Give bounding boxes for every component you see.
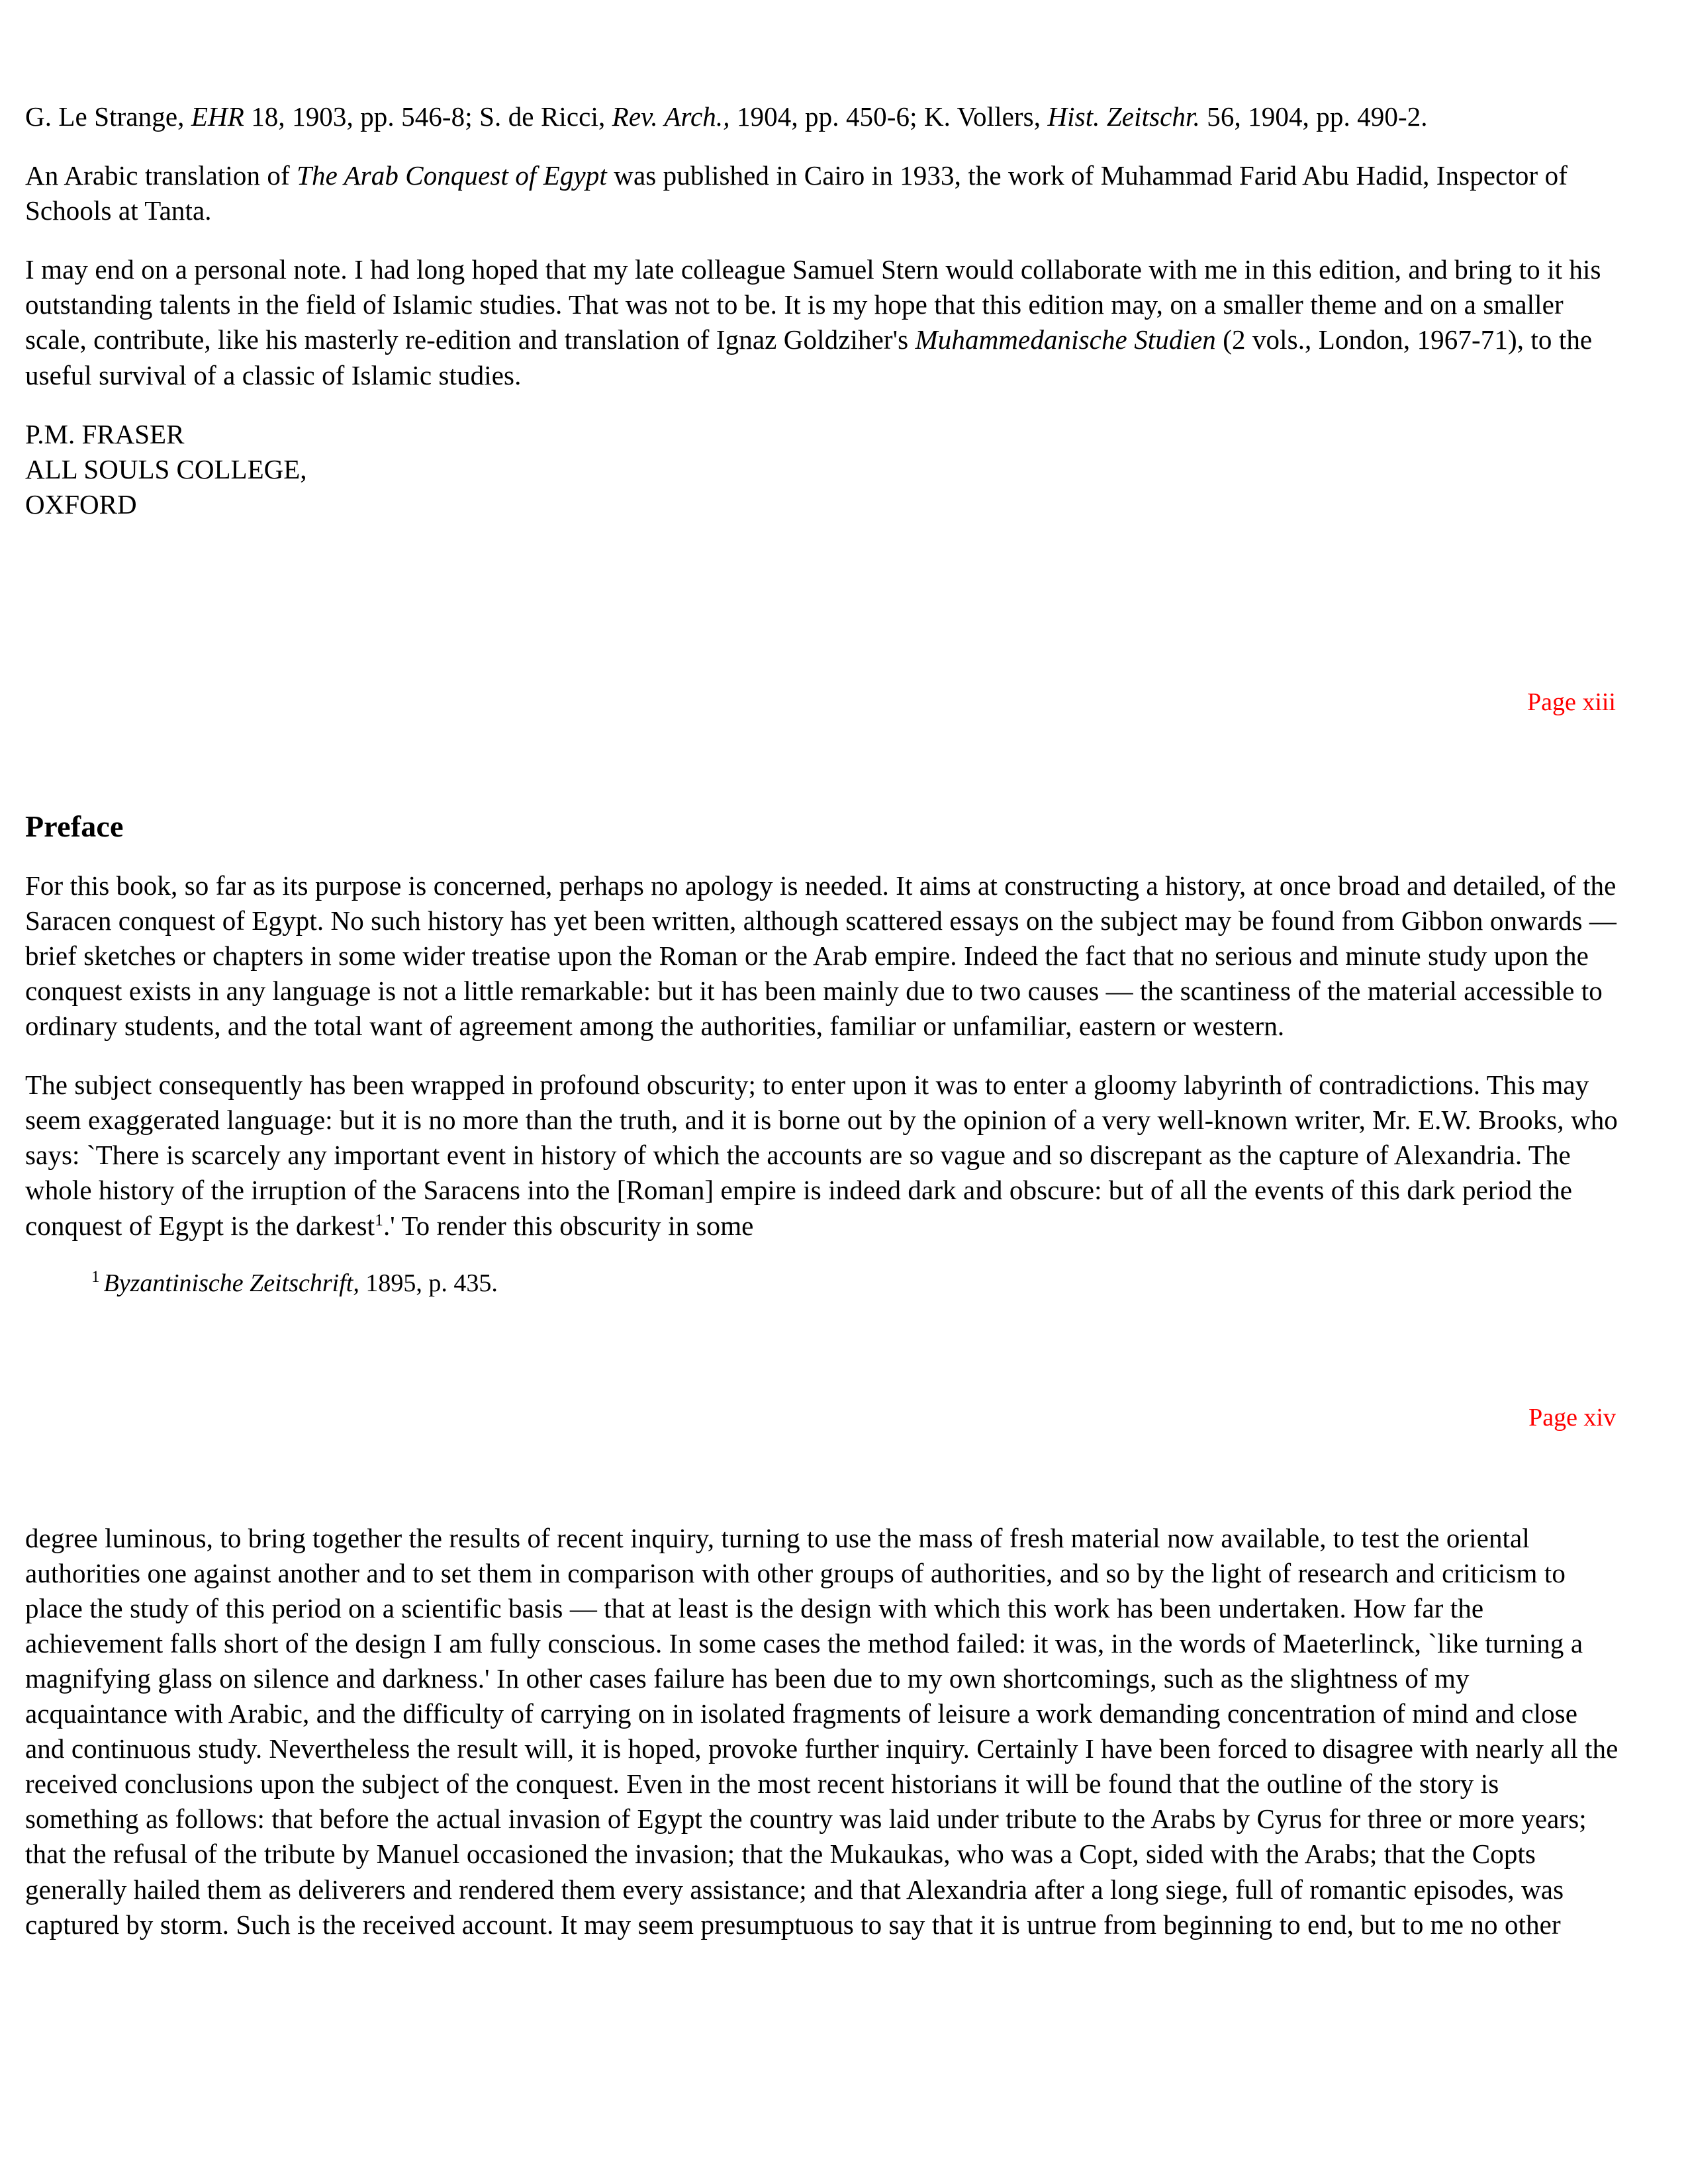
arabic-translation-suffix: was published in Cairo in 1933, the work… xyxy=(25,160,1568,226)
vertical-spacer xyxy=(25,1433,1618,1521)
citation-journal-hist-zeitschr: Hist. Zeitschr. xyxy=(1047,101,1200,132)
page-marker-xiii: Page xiii xyxy=(1526,688,1616,716)
page-title-preface: Preface xyxy=(25,809,124,843)
preface-paragraph-3: degree luminous, to bring together the r… xyxy=(25,1522,1618,1940)
vertical-spacer xyxy=(25,718,1618,808)
footnote-journal-title: Byzantinische Zeitschrift, xyxy=(103,1269,359,1297)
footnote-marker-1: 1 xyxy=(91,1268,100,1286)
signature-name: P.M. FRASER xyxy=(25,418,185,449)
signature-college: ALL SOULS COLLEGE, xyxy=(25,453,307,484)
vertical-spacer xyxy=(25,522,1618,688)
citation-journal-ehr: EHR xyxy=(191,101,244,132)
signature-city: OXFORD xyxy=(25,488,137,520)
footnote-reference-1: 1 xyxy=(375,1210,383,1229)
citation-mid-2: 1904, pp. 450-6; K. Vollers, xyxy=(729,101,1048,132)
preface-paragraph-2-after-note: .' To render this obscurity in some xyxy=(383,1210,754,1241)
arabic-translation-prefix: An Arabic translation of xyxy=(25,160,297,191)
personal-note-suffix: (2 vols., London, 1967-71), to the usefu… xyxy=(25,324,1593,390)
footnote-citation-rest: 1895, p. 435. xyxy=(359,1269,498,1297)
preface-paragraph-2-before-note: The subject consequently has been wrappe… xyxy=(25,1069,1618,1241)
citation-suffix: 56, 1904, pp. 490-2. xyxy=(1199,101,1428,132)
footnote-1: 1 Byzantinische Zeitschrift, 1895, p. 435… xyxy=(25,1267,1618,1300)
personal-note-prefix: I may end on a personal note. I had long… xyxy=(25,254,1601,355)
preface-paragraph-2: The subject consequently has been wrappe… xyxy=(25,1068,1618,1243)
citation-paragraph: G. Le Strange, EHR 18, 1903, pp. 546-8; … xyxy=(25,99,1618,134)
book-title-arab-conquest: The Arab Conquest of Egypt xyxy=(297,160,607,191)
signature-block: P.M. FRASER ALL SOULS COLLEGE, OXFORD xyxy=(25,417,1618,522)
vertical-spacer xyxy=(25,1300,1618,1403)
citation-mid-1: 18, 1903, pp. 546-8; S. de Ricci, xyxy=(244,101,612,132)
book-title-muhammedanische-studien: Muhammedanische Studien xyxy=(915,324,1216,355)
page-marker-xiv: Page xiv xyxy=(1528,1404,1616,1432)
arabic-translation-paragraph: An Arabic translation of The Arab Conque… xyxy=(25,158,1618,228)
citation-prefix: G. Le Strange, xyxy=(25,101,191,132)
personal-note-paragraph: I may end on a personal note. I had long… xyxy=(25,252,1618,392)
citation-journal-rev-arch: Rev. Arch., xyxy=(612,101,730,132)
preface-paragraph-1: For this book, so far as its purpose is … xyxy=(25,870,1617,1042)
